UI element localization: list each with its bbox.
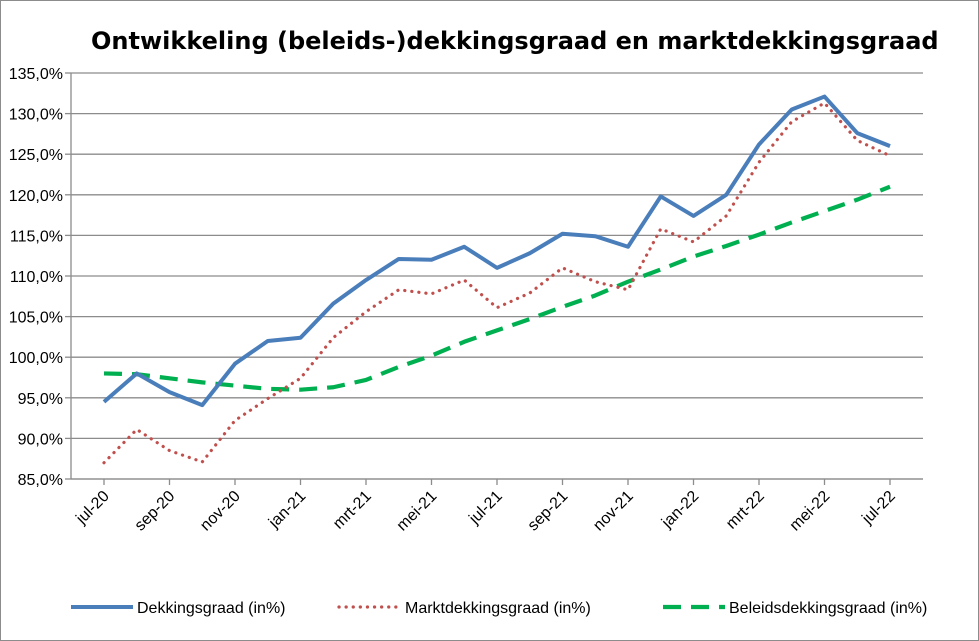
y-tick-label: 115,0% bbox=[10, 228, 63, 245]
y-tick-label: 130,0% bbox=[9, 107, 63, 124]
y-tick-label: 125,0% bbox=[9, 147, 63, 164]
y-tick-label: 105,0% bbox=[9, 310, 63, 327]
y-tick-label: 95,0% bbox=[18, 391, 63, 408]
x-axis-tick-labels: jul-20 sep-20 nov-20 jan-21 mrt-21 mei-21 jul-… bbox=[72, 479, 899, 535]
x-tick-label: mrt-21 bbox=[330, 488, 375, 533]
x-tick-label: nov-20 bbox=[197, 488, 244, 535]
y-axis-tick-labels: 85,0% 90,0% 95,0% 100,0% 105,0% 110,0% 115,0% 1… bbox=[9, 66, 63, 489]
y-tick-label: 85,0% bbox=[18, 472, 63, 489]
series-line-1 bbox=[102, 94, 891, 408]
series-lines bbox=[102, 94, 892, 465]
y-tick-label: 120,0% bbox=[9, 188, 63, 205]
y-tick-label: 135,0% bbox=[9, 66, 63, 83]
x-tick-label: jan-21 bbox=[265, 488, 309, 532]
x-tick-label: mei-21 bbox=[394, 488, 441, 535]
legend-label-3: Beleidsdekkingsgraad (in%) bbox=[729, 600, 927, 617]
y-tick-label: 90,0% bbox=[18, 431, 63, 448]
x-tick-label: sep-20 bbox=[132, 488, 179, 535]
gridlines bbox=[65, 72, 923, 480]
legend-label-1: Dekkingsgraad (in%) bbox=[137, 600, 286, 617]
x-tick-label: mrt-22 bbox=[723, 488, 768, 533]
x-tick-label: nov-21 bbox=[590, 488, 637, 535]
x-tick-label: jul-20 bbox=[72, 488, 112, 528]
x-tick-label: jan-22 bbox=[658, 488, 702, 532]
x-tick-label: jul-22 bbox=[858, 488, 898, 528]
legend-label-2: Marktdekkingsgraad (in%) bbox=[405, 600, 591, 617]
y-tick-label: 110,0% bbox=[10, 269, 63, 286]
series-line-2 bbox=[102, 101, 892, 465]
legend: Dekkingsgraad (in%) Marktdekkingsgraad (i… bbox=[71, 600, 927, 617]
y-tick-label: 100,0% bbox=[9, 350, 63, 367]
x-tick-label: mei-22 bbox=[787, 488, 834, 535]
chart-title: Ontwikkeling (beleids-)dekkingsgraad en … bbox=[91, 27, 939, 55]
x-tick-label: sep-21 bbox=[525, 488, 572, 535]
x-tick-label: jul-21 bbox=[465, 488, 505, 528]
series-line-3 bbox=[103, 184, 891, 392]
